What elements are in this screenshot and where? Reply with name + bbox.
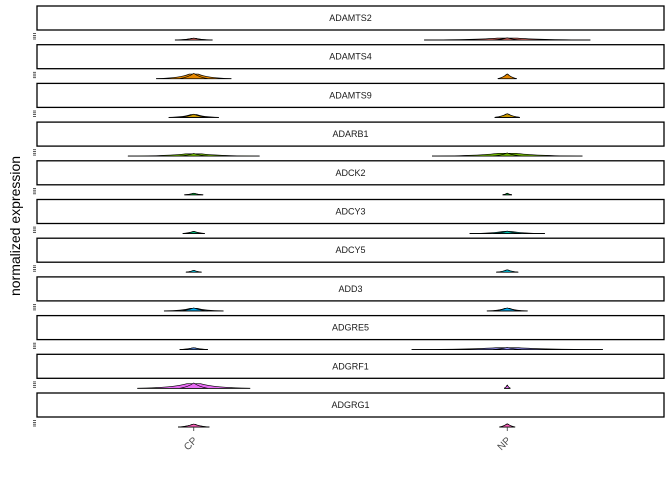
strip-box — [36, 121, 665, 147]
violin-core — [179, 347, 208, 350]
strip-box — [36, 82, 665, 109]
strip-label: ADCK2 — [335, 168, 365, 178]
strip-label: ADD3 — [338, 284, 362, 294]
violin-core — [179, 113, 208, 118]
panel-adcy3: ADCY3 — [33, 198, 665, 234]
violin-core — [179, 423, 208, 428]
panel-adgrg1: ADGRG1 — [33, 392, 665, 428]
violin-core — [494, 113, 520, 118]
panel-adcy5: ADCY5 — [33, 237, 665, 273]
panel-adarb1: ADARB1 — [33, 121, 665, 157]
panel-adamts2: ADAMTS2 — [33, 5, 665, 41]
violin-core — [493, 230, 522, 234]
violin-core — [497, 73, 517, 80]
strip-box — [36, 314, 665, 341]
violin-core — [502, 192, 513, 196]
panel-adgre5: ADGRE5 — [33, 314, 665, 351]
strip-label: ADGRF1 — [332, 361, 369, 371]
strip-label: ADAMTS4 — [329, 52, 372, 62]
strip-label: ADGRG1 — [331, 400, 369, 410]
strip-box — [36, 392, 665, 418]
panel-add3: ADD3 — [33, 276, 665, 312]
strip-box — [36, 5, 665, 31]
strip-label: ADAMTS9 — [329, 90, 372, 100]
strip-label: ADAMTS2 — [329, 13, 372, 23]
violin-core — [496, 269, 519, 273]
violin-core — [179, 37, 208, 41]
violin-core — [493, 37, 522, 41]
violin-core — [503, 384, 511, 389]
x-tick-label-cp: CP — [182, 435, 200, 453]
strip-box — [36, 237, 665, 263]
panel-adgrf1: ADGRF1 — [33, 353, 665, 389]
y-axis-label: normalized expression — [7, 156, 23, 296]
strip-label: ADGRE5 — [332, 323, 369, 333]
violin-core — [184, 192, 204, 196]
strip-box — [36, 44, 665, 70]
violin-core — [493, 307, 522, 312]
violin-core — [179, 307, 208, 312]
x-tick-label-np: NP — [496, 435, 514, 453]
panel-adamts4: ADAMTS4 — [33, 44, 665, 80]
panel-adamts9: ADAMTS9 — [33, 82, 665, 118]
x-axis: CP NP — [182, 427, 514, 453]
strip-box — [36, 160, 665, 186]
violin-core — [493, 152, 522, 157]
violin-core — [493, 347, 522, 350]
panel-adck2: ADCK2 — [33, 160, 665, 196]
violin-core — [182, 231, 205, 234]
panel-group: ADAMTS2 ADAMTS4 ADAMTS9 ADARB1 ADCK2 ADCY3 ADC… — [33, 5, 665, 428]
strip-label: ADCY5 — [335, 245, 365, 255]
strip-label: ADCY3 — [335, 207, 365, 217]
strip-box — [36, 276, 665, 302]
strip-label: ADARB1 — [332, 129, 368, 139]
strip-box — [36, 353, 665, 379]
violin-core — [179, 153, 208, 157]
violin-core — [499, 423, 516, 428]
strip-box — [36, 198, 665, 225]
violin-core — [179, 72, 208, 80]
violin-core — [185, 269, 202, 273]
violin-core — [179, 382, 208, 389]
